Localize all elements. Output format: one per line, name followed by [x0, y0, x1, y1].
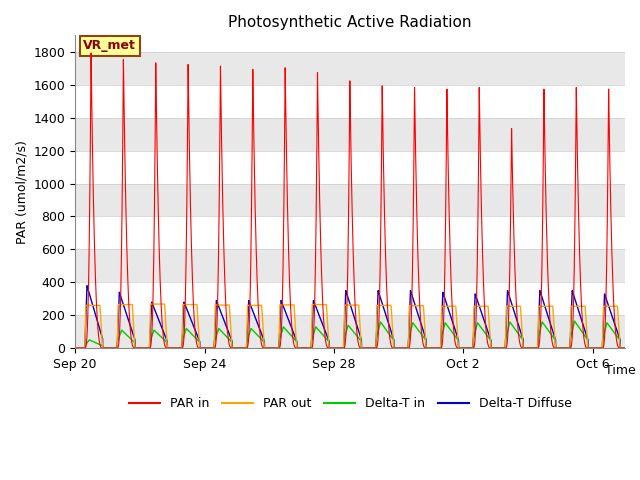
Delta-T in	[571, 318, 579, 324]
Line: PAR in: PAR in	[75, 53, 625, 348]
X-axis label: Time: Time	[605, 364, 636, 377]
Delta-T in	[621, 345, 629, 351]
Delta-T Diffuse	[621, 345, 629, 351]
PAR out	[427, 345, 435, 351]
Title: Photosynthetic Active Radiation: Photosynthetic Active Radiation	[228, 15, 472, 30]
Delta-T Diffuse	[83, 283, 91, 288]
Delta-T in	[427, 345, 435, 351]
PAR out	[523, 345, 531, 351]
Y-axis label: PAR (umol/m2/s): PAR (umol/m2/s)	[15, 140, 28, 244]
Bar	[75, 315, 625, 348]
Legend: PAR in, PAR out, Delta-T in, Delta-T Diffuse: PAR in, PAR out, Delta-T in, Delta-T Dif…	[124, 392, 577, 415]
PAR in	[71, 345, 79, 351]
Delta-T in	[523, 345, 531, 351]
PAR in	[523, 345, 531, 351]
Bar	[75, 118, 625, 151]
Delta-T Diffuse	[196, 345, 204, 351]
Delta-T Diffuse	[531, 345, 539, 351]
PAR out	[621, 345, 629, 351]
Delta-T in	[531, 345, 539, 351]
PAR in	[427, 345, 435, 351]
Bar	[75, 52, 625, 85]
Bar	[75, 250, 625, 282]
PAR out	[125, 302, 133, 308]
PAR out	[147, 301, 154, 307]
Delta-T in	[71, 345, 79, 351]
Line: Delta-T Diffuse: Delta-T Diffuse	[75, 286, 625, 348]
Delta-T Diffuse	[71, 345, 79, 351]
PAR in	[196, 345, 204, 351]
Delta-T in	[196, 345, 204, 351]
PAR in	[531, 345, 539, 351]
PAR out	[531, 345, 539, 351]
Delta-T Diffuse	[125, 320, 133, 325]
PAR out	[196, 345, 204, 351]
Delta-T Diffuse	[152, 308, 159, 314]
PAR in	[87, 50, 95, 56]
Delta-T Diffuse	[523, 345, 531, 351]
PAR out	[71, 345, 79, 351]
Text: VR_met: VR_met	[83, 39, 136, 52]
PAR in	[125, 312, 133, 317]
Delta-T in	[125, 335, 133, 340]
PAR out	[152, 301, 159, 307]
Line: PAR out: PAR out	[75, 304, 625, 348]
Delta-T in	[151, 328, 159, 334]
Delta-T Diffuse	[427, 345, 435, 351]
Bar	[75, 183, 625, 216]
PAR in	[152, 123, 159, 129]
Line: Delta-T in: Delta-T in	[75, 321, 625, 348]
PAR in	[621, 345, 629, 351]
